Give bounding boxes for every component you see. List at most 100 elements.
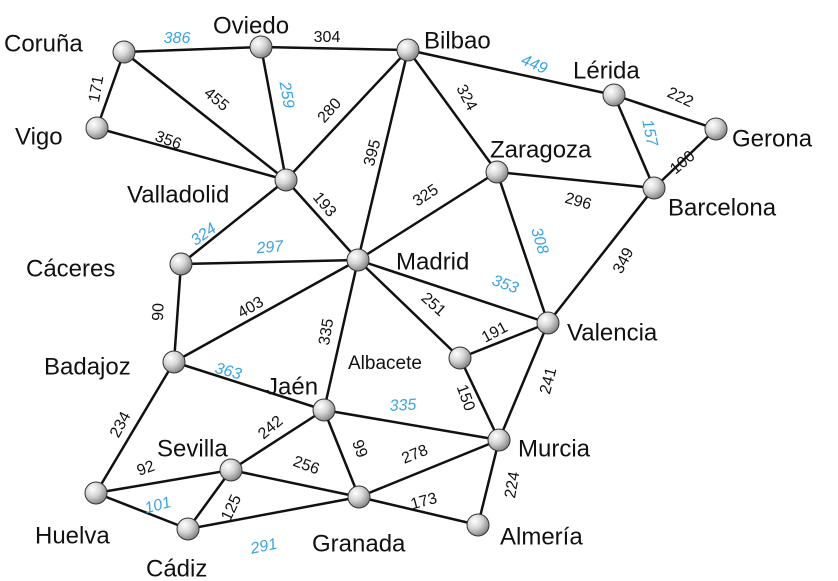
road-jaen-sevilla: [229, 408, 326, 472]
city-label-sevilla: Sevilla: [157, 435, 228, 462]
city-label-murcia: Murcia: [518, 435, 591, 462]
road-oviedo-bilbao: [259, 45, 410, 52]
city-label-vigo: Vigo: [15, 123, 63, 150]
road-bilbao-lerida: [406, 48, 616, 97]
city-node-vigo: [85, 116, 109, 140]
city-node-caceres: [169, 252, 193, 276]
road-coruna-valladolid: [122, 50, 288, 182]
distance-label-vigo-valladolid: 356: [153, 128, 184, 153]
road-madrid-albacete: [356, 258, 462, 360]
road-sevilla-huelva: [94, 468, 233, 495]
distance-label-huelva-cadiz: 101: [143, 494, 173, 517]
distance-label-oviedo-valladolid: 259: [275, 79, 297, 109]
city-label-granada: Granada: [312, 530, 406, 557]
road-madrid-jaen: [322, 258, 360, 412]
distance-label-barcelona-valencia: 349: [610, 245, 638, 277]
road-zaragoza-valencia: [495, 170, 550, 325]
distance-label-cadiz-granada: 291: [248, 536, 279, 558]
distance-label-coruna-valladolid: 455: [200, 85, 231, 115]
road-valencia-murcia: [497, 321, 550, 442]
distance-label-madrid-albacete: 251: [418, 290, 449, 321]
road-barcelona-valencia: [546, 186, 656, 325]
distance-label-valencia-murcia: 241: [537, 366, 560, 396]
road-granada-murcia: [357, 438, 501, 499]
city-node-albacete: [448, 346, 472, 370]
city-label-valencia: Valencia: [567, 319, 658, 346]
city-node-oviedo: [249, 35, 273, 59]
road-coruna-oviedo: [122, 45, 263, 54]
distance-label-granada-almeria: 173: [409, 490, 439, 513]
road-madrid-valencia: [356, 258, 550, 325]
city-node-badajoz: [162, 350, 186, 374]
distance-label-granada-murcia: 278: [399, 442, 430, 468]
city-node-valladolid: [274, 168, 298, 192]
road-gerona-barcelona: [652, 127, 718, 190]
road-bilbao-zaragoza: [406, 48, 499, 174]
distance-label-valladolid-madrid: 193: [309, 189, 339, 220]
road-murcia-almeria: [476, 438, 501, 527]
city-node-gerona: [704, 117, 728, 141]
distance-label-caceres-badajoz: 90: [150, 303, 168, 321]
city-node-madrid: [346, 248, 370, 272]
city-node-granada: [347, 485, 371, 509]
city-label-badajoz: Badajoz: [44, 353, 131, 380]
road-sevilla-granada: [229, 468, 361, 499]
road-bilbao-madrid: [356, 48, 410, 262]
distance-label-bilbao-madrid: 395: [361, 138, 384, 168]
road-jaen-granada: [322, 408, 361, 499]
distance-label-valladolid-caceres: 324: [188, 220, 220, 249]
city-label-valladolid: Valladolid: [127, 181, 229, 208]
city-label-madrid: Madrid: [396, 248, 469, 275]
distance-label-murcia-almeria: 224: [502, 470, 523, 499]
city-node-cadiz: [176, 517, 200, 541]
distance-label-jaen-murcia: 335: [389, 397, 417, 415]
distance-label-coruna-vigo: 171: [86, 74, 107, 103]
road-bilbao-valladolid: [284, 48, 410, 182]
distance-label-zaragoza-barcelona: 296: [563, 190, 593, 214]
distance-label-madrid-valencia: 353: [490, 272, 521, 297]
distance-label-badajoz-jaen: 363: [213, 360, 243, 383]
city-label-huelva: Huelva: [35, 522, 110, 549]
road-badajoz-huelva: [94, 360, 176, 495]
road-zaragoza-barcelona: [495, 170, 656, 190]
city-label-gerona: Gerona: [732, 125, 813, 152]
road-jaen-murcia: [322, 408, 501, 442]
road-valladolid-caceres: [179, 178, 288, 266]
city-label-almeria: Almería: [500, 523, 583, 550]
road-coruna-vigo: [95, 50, 126, 130]
distance-label-jaen-granada: 99: [348, 438, 370, 461]
road-cadiz-granada: [186, 495, 361, 531]
road-caceres-badajoz: [172, 262, 183, 364]
road-huelva-cadiz: [94, 491, 190, 531]
road-albacete-murcia: [458, 356, 501, 442]
city-label-bilbao: Bilbao: [424, 27, 491, 54]
road-vigo-valladolid: [95, 126, 288, 182]
city-label-caceres: Cáceres: [26, 255, 115, 282]
road-zaragoza-madrid: [356, 170, 499, 262]
distance-label-sevilla-granada: 256: [291, 453, 322, 478]
distance-label-bilbao-zaragoza: 324: [452, 82, 480, 114]
city-label-barcelona: Barcelona: [668, 194, 777, 221]
road-lerida-gerona: [612, 93, 718, 131]
city-label-lerida: Lérida: [573, 57, 640, 84]
distance-label-zaragoza-madrid: 325: [410, 181, 442, 210]
distance-label-madrid-jaen: 335: [316, 317, 337, 346]
city-node-bilbao: [396, 38, 420, 62]
distance-label-sevilla-huelva: 92: [135, 458, 158, 480]
city-node-murcia: [487, 428, 511, 452]
road-sevilla-cadiz: [186, 468, 233, 531]
distance-label-lerida-barcelona: 157: [638, 118, 660, 149]
city-node-huelva: [84, 481, 108, 505]
city-node-almeria: [466, 513, 490, 537]
city-label-cadiz: Cádiz: [146, 555, 207, 581]
distance-label-coruna-oviedo: 386: [164, 30, 191, 47]
city-label-zaragoza: Zaragoza: [490, 136, 592, 163]
distance-label-gerona-barcelona: 100: [667, 148, 698, 178]
road-valladolid-madrid: [284, 178, 360, 262]
road-oviedo-valladolid: [259, 45, 288, 182]
distance-label-zaragoza-valencia: 308: [527, 226, 551, 257]
city-node-lerida: [602, 83, 626, 107]
distance-label-oviedo-bilbao: 304: [314, 29, 341, 46]
city-label-albacete: Albacete: [348, 353, 422, 374]
distance-label-caceres-madrid: 297: [255, 238, 285, 257]
